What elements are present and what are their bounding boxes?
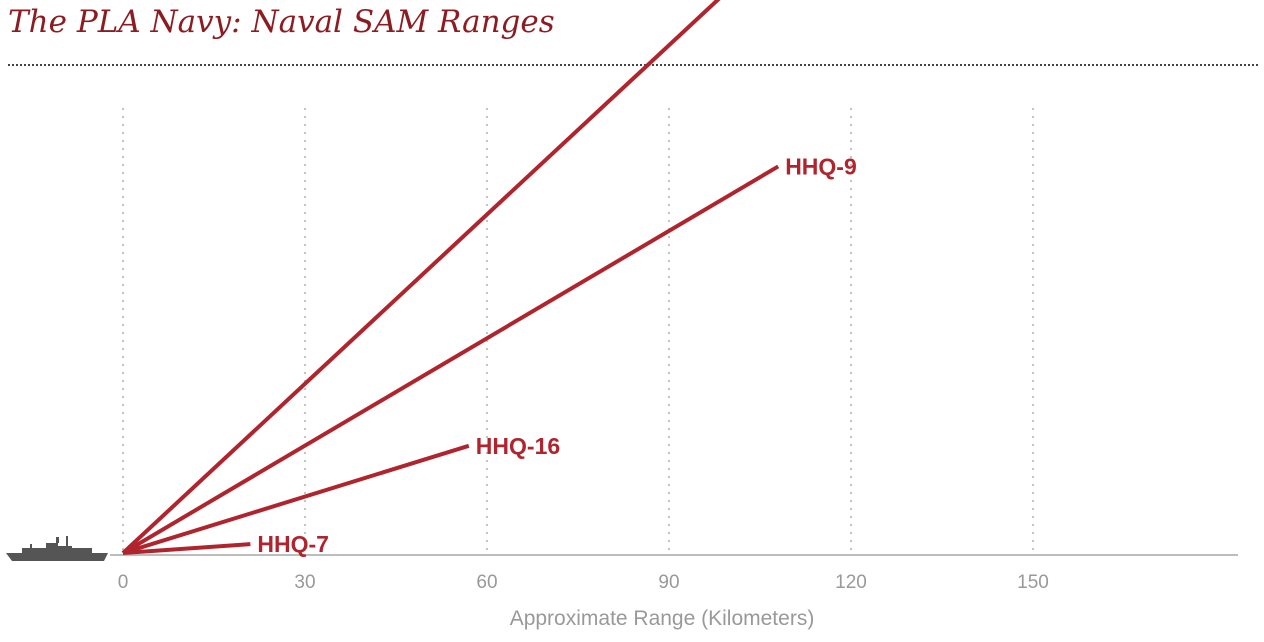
- x-tick-label: 0: [118, 572, 129, 593]
- series-line: [121, 0, 721, 555]
- x-tick-label: 120: [835, 572, 867, 593]
- series-line: [122, 443, 470, 555]
- series-lines: [121, 0, 780, 555]
- x-tick-label: 30: [294, 572, 315, 593]
- series-label-line: HHQ-7: [257, 531, 329, 557]
- series-line: [122, 542, 251, 555]
- chart-title: The PLA Navy: Naval SAM Ranges: [8, 4, 555, 40]
- series-label-line: HHQ-16: [476, 433, 560, 459]
- series-label: HHQ-9: [785, 153, 857, 179]
- warship-icon: [6, 536, 108, 561]
- x-tick-label: 150: [1017, 572, 1049, 593]
- x-tick-label: 90: [658, 572, 679, 593]
- x-axis-title: Approximate Range (Kilometers): [510, 607, 815, 630]
- grid-lines: [122, 108, 1034, 553]
- x-tick-labels: 0 30 60 90 120 150: [118, 572, 1049, 593]
- x-tick-label: 60: [476, 572, 497, 593]
- series-label: HHQ-16: [476, 433, 560, 459]
- series-label-line: HHQ-9: [785, 153, 857, 179]
- series-line: [121, 164, 780, 555]
- title-divider: [8, 64, 1258, 66]
- series-label: HHQ-7: [257, 531, 329, 557]
